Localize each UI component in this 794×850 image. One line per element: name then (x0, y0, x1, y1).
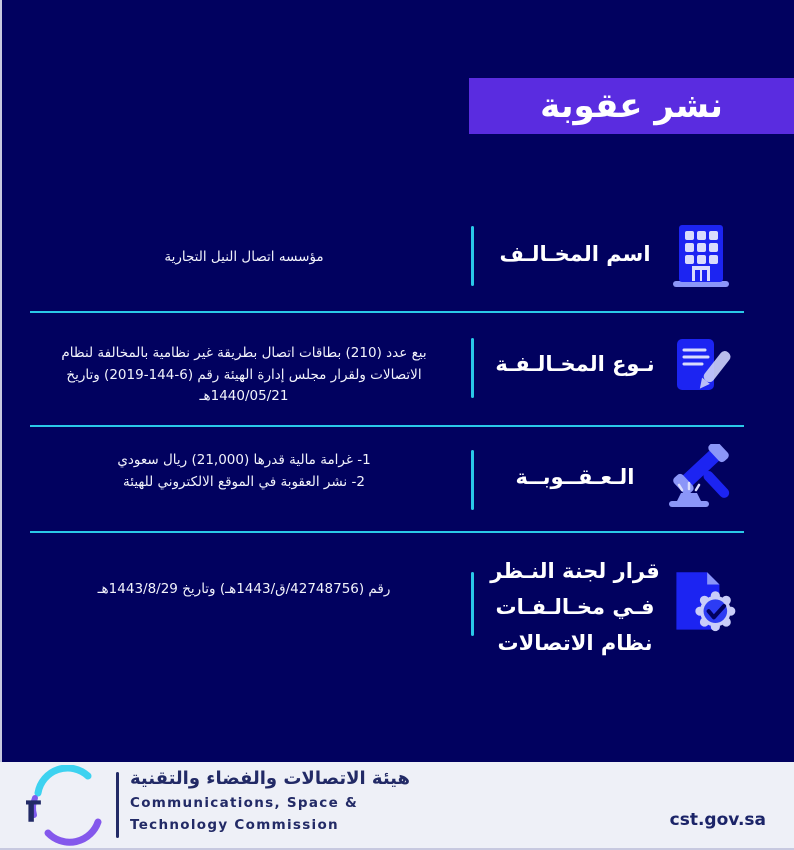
row-label-violator-name: اسم المخـالـف (499, 242, 651, 266)
org-name-english-line2: Technology Commission (130, 817, 339, 833)
label-accent-bar (471, 226, 474, 286)
row-divider (30, 531, 744, 533)
row-divider (30, 425, 744, 427)
bottom-edge-line (0, 848, 794, 850)
row-divider (30, 311, 744, 313)
cst-logo-text: CST (26, 795, 41, 829)
violation-type-value: بيع عدد (210) بطاقات اتصال بطريقة غير نظ… (61, 345, 427, 404)
row-label-violation-type: نـوع المخـالـفـة (495, 352, 655, 376)
org-name-arabic: هيئة الاتصالات والفضاء والتقنية (130, 768, 411, 789)
label-accent-bar (471, 572, 474, 636)
row-label-penalty: الـعـقــوبــة (515, 465, 635, 489)
document-pen-icon (656, 333, 746, 403)
footer: CST هيئة الاتصالات والفضاء والتقنية Comm… (0, 762, 794, 850)
website-url: cst.gov.sa (669, 810, 766, 830)
row-label-committee-decision: قرار لجنة النـظر فـي مخـالـفـات نظام الا… (490, 559, 660, 655)
banner: نشر عقوبة (469, 78, 794, 134)
gavel-icon (656, 444, 746, 514)
left-edge-line (0, 0, 2, 762)
building-icon (656, 221, 746, 291)
banner-title: نشر عقوبة (540, 86, 723, 126)
label-accent-bar (471, 450, 474, 510)
org-name-english-line1: Communications, Space & (130, 795, 359, 811)
cst-logo: CST (26, 765, 102, 846)
footer-separator (116, 772, 119, 838)
decision-number-value: رقم (42748756/ق/1443هـ) وتاريخ 1443/8/29… (97, 581, 391, 597)
label-accent-bar (471, 338, 474, 398)
violator-name-value: مؤسسه اتصال النيل التجارية (164, 249, 324, 265)
stamped-document-icon (656, 568, 746, 640)
penalty-value: 1- غرامة مالية قدرها (21,000) ريال سعودي… (117, 452, 371, 490)
